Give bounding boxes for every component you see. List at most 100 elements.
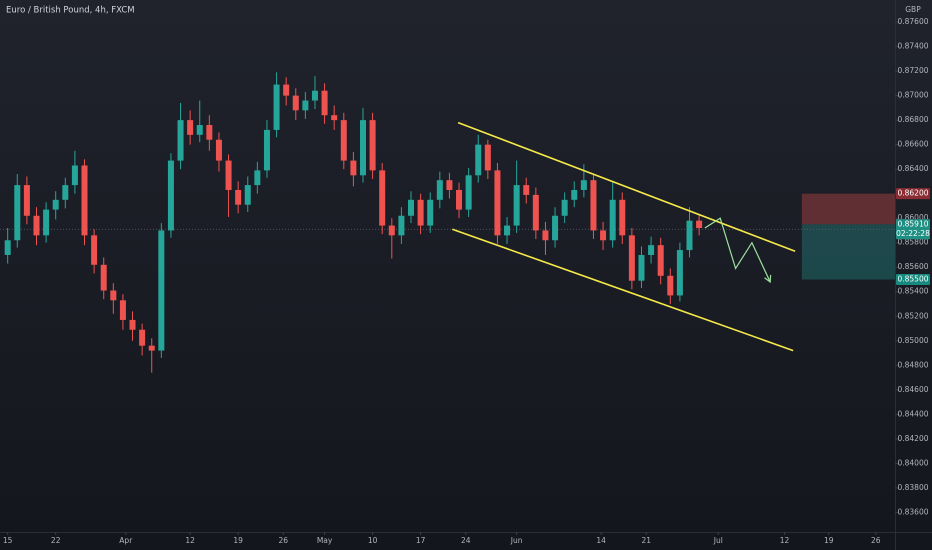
x-tick-label: 26 [871,536,881,545]
x-tick-label: 12 [185,536,195,545]
candle-body [110,290,117,301]
x-tick-label: 17 [416,536,426,545]
candle-body [235,190,242,205]
candle-body [619,199,626,236]
x-tick-label: 10 [368,536,378,545]
candle-body [244,185,251,205]
candle-body [600,230,607,241]
candle-body [657,245,664,276]
candle-body [321,90,328,116]
candle-body [388,225,395,236]
target-zone [801,224,895,280]
candle-body [369,120,376,171]
candle-body [628,235,635,281]
candle-body [62,185,69,200]
candle-body [542,230,549,241]
stop-zone [801,193,895,225]
y-tick-label: 0.87000 [897,91,928,100]
countdown: 02:22:28 [896,229,930,238]
x-tick-label: 22 [51,536,61,545]
chart-title: Euro / British Pound, 4h, FXCM [6,6,135,16]
candle-body [71,165,78,186]
candle-body [148,345,155,351]
y-tick-label: 0.86000 [897,213,928,222]
candle-body [52,199,59,210]
x-tick-label: Jul [713,536,723,545]
y-tick-label: 0.87400 [897,42,928,51]
candle-body [331,115,338,121]
stop-box [896,188,930,200]
candle-body [379,170,386,226]
x-tick-label: 15 [3,536,13,545]
y-tick-label: 0.84800 [897,360,928,369]
y-tick-label: 0.84600 [897,385,928,394]
last-price-box [896,219,930,240]
candle-body [552,215,559,241]
candle-body [14,185,21,241]
candle-body [494,170,501,236]
candle-body [532,194,539,231]
candle-body [484,144,491,171]
candle-body [23,185,30,216]
x-tick-label: 19 [233,536,243,545]
candle-body [91,235,98,265]
x-tick-label: 21 [642,536,652,545]
candle-body [158,230,165,351]
candle-body [139,329,146,346]
y-tick-label: 0.86600 [897,140,928,149]
candle-body [359,120,366,176]
candle-body [292,95,299,111]
candle-body [475,144,482,176]
candle-body [273,84,280,130]
candle-body [523,185,530,195]
candle-body [436,180,443,200]
candle-body [676,250,683,296]
y-tick-label: 0.84400 [897,409,928,418]
y-tick-label: 0.83600 [897,507,928,516]
candle-body [177,120,184,161]
candle-body [580,180,587,190]
candle-body [263,129,270,171]
candle-body [283,84,290,96]
candle-body [225,160,232,190]
candle-body [187,120,194,135]
candle-body [4,240,11,255]
x-tick-label: May [317,536,333,545]
y-tick-label: 0.87200 [897,66,928,75]
y-tick-label: 0.85600 [897,262,928,271]
candle-body [513,185,520,226]
stop-label: 0.86200 [897,189,928,198]
x-tick-label: 14 [596,536,606,545]
candle-body [398,215,405,236]
y-tick-label: 0.84000 [897,458,928,467]
candle-body [340,120,347,161]
y-tick-label: 0.85200 [897,311,928,320]
candle-body [33,215,40,236]
y-tick-label: 0.86400 [897,164,928,173]
candle-body [465,175,472,210]
x-tick-label: 24 [461,536,471,545]
y-tick-label: 0.85400 [897,287,928,296]
candle-body [686,220,693,251]
candle-body [350,160,357,176]
projection-path [704,217,771,283]
x-tick-label: Jun [510,536,523,545]
candle-body [667,275,674,296]
candle-body [638,254,645,281]
x-tick-label: 12 [780,536,790,545]
candle-body [456,190,463,210]
candle-body [590,180,597,231]
x-tick-label: 26 [279,536,289,545]
candle-body [129,319,136,330]
channel-line [457,121,796,253]
candle-body [215,139,222,161]
candle-body [196,125,203,135]
candle-body [561,199,568,216]
candle-body [648,245,655,255]
candle-body [43,209,50,236]
x-tick-label: Apr [119,536,133,545]
target-label: 0.85500 [897,274,928,283]
